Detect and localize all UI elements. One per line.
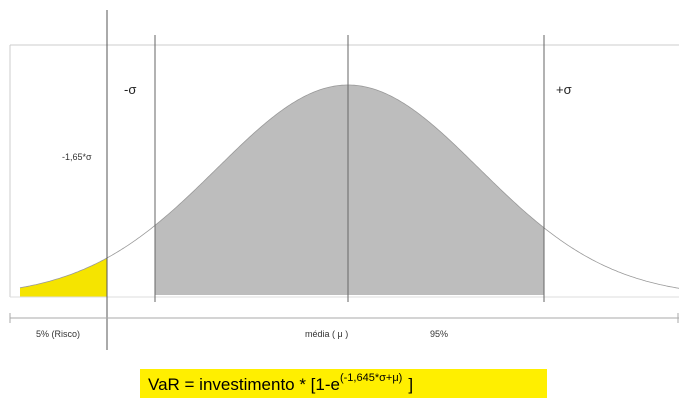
minus-sigma-label: -σ xyxy=(124,82,136,97)
risk-label: 5% (Risco) xyxy=(36,329,80,339)
var-cut-label: -1,65*σ xyxy=(62,152,92,162)
formula-close: ] xyxy=(408,375,413,394)
formula-main: VaR = investimento * [1-e xyxy=(148,375,340,394)
formula: VaR = investimento * [1-e(-1,645*σ+μ)] xyxy=(148,372,413,394)
formula-box xyxy=(140,369,547,398)
plus-sigma-label: +σ xyxy=(556,82,572,97)
confidence-label: 95% xyxy=(430,329,448,339)
formula-exponent: (-1,645*σ+μ) xyxy=(340,372,402,384)
normal-curve xyxy=(19,84,679,289)
mean-label: média ( μ ) xyxy=(305,329,348,339)
risk-area xyxy=(20,258,107,297)
